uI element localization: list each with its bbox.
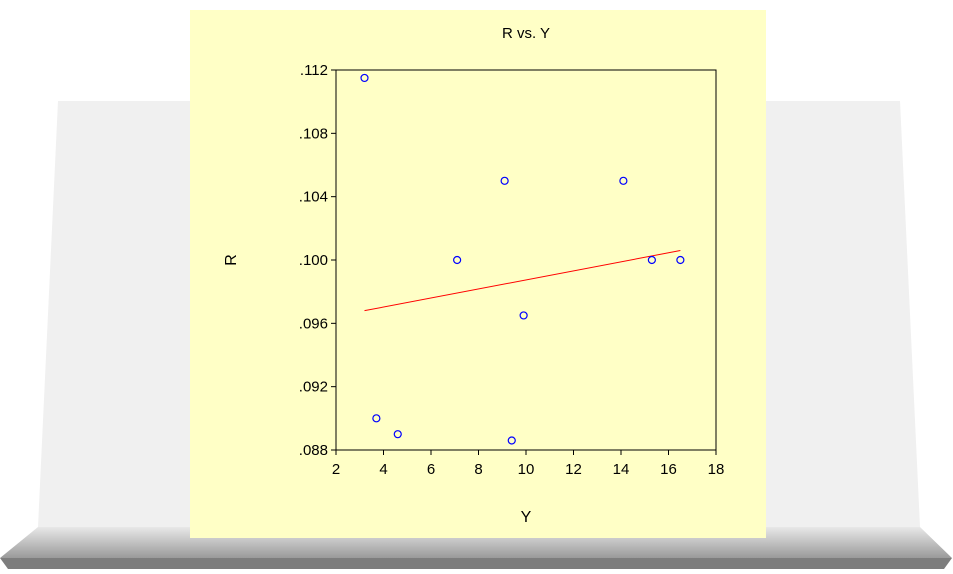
x-tick-label: 16: [660, 461, 677, 478]
x-tick-label: 8: [474, 461, 482, 478]
data-point: [507, 436, 516, 445]
y-tick-label: .100: [299, 252, 328, 269]
data-point: [500, 176, 509, 185]
x-axis: 2 4 6 8 10 12 14 16 18: [332, 450, 725, 478]
y-tick-label: .096: [299, 315, 328, 332]
data-point: [360, 73, 369, 83]
x-tick-label: 4: [379, 461, 387, 478]
chart-card: R vs. Y .088 .092 .096 .100 .104 .108 .112 2 4 6…: [190, 10, 766, 538]
data-point: [372, 414, 381, 423]
data-point: [647, 255, 656, 265]
scatter-chart: R vs. Y .088 .092 .096 .100 .104 .108 .112 2 4 6…: [223, 25, 725, 526]
x-tick-label: 10: [518, 461, 535, 478]
y-tick-label: .108: [299, 125, 328, 142]
y-tick-label: .112: [300, 62, 328, 79]
backdrop-shelf-edge: [0, 558, 952, 569]
y-axis: .088 .092 .096 .100 .104 .108 .112: [299, 62, 336, 459]
x-tick-label: 12: [565, 461, 582, 478]
y-tick-label: .104: [299, 189, 328, 206]
data-point: [619, 176, 628, 185]
x-tick-label: 6: [427, 461, 435, 478]
x-tick-label: 14: [613, 461, 630, 478]
fit-line: [364, 250, 681, 312]
y-axis-label: R: [223, 254, 240, 266]
chart-title: R vs. Y: [502, 25, 550, 42]
plot-area: [335, 69, 717, 451]
data-points: [360, 73, 685, 445]
x-axis-label: Y: [521, 509, 532, 526]
x-tick-label: 2: [332, 461, 340, 478]
x-tick-label: 18: [708, 461, 725, 478]
data-point: [453, 255, 462, 265]
y-tick-label: .092: [299, 379, 328, 396]
y-tick-label: .088: [299, 442, 328, 459]
data-point: [519, 311, 528, 320]
data-point: [676, 255, 685, 265]
data-point: [393, 430, 402, 439]
